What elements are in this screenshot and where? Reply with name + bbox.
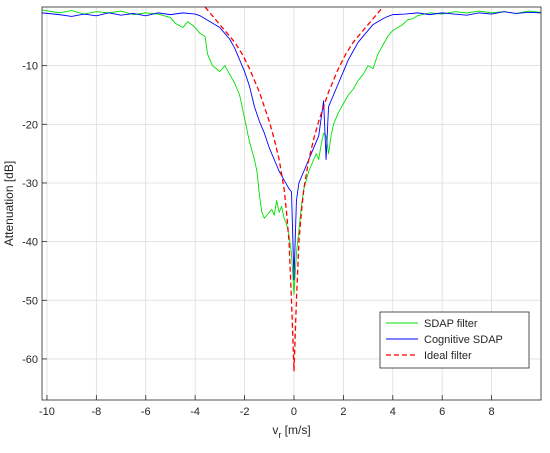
x-tick-label: -6 — [141, 406, 151, 418]
y-axis: -10 -20 -30 -40 -50 -60 — [22, 61, 47, 366]
y-tick-label: -20 — [22, 119, 38, 131]
y-axis-label: Attenuation [dB] — [2, 161, 16, 246]
y-tick-label: -60 — [22, 354, 38, 366]
legend-label: Ideal filter — [424, 350, 472, 362]
legend: SDAP filter Cognitive SDAP Ideal filter — [379, 311, 530, 369]
x-tick-label: 0 — [291, 406, 297, 418]
x-axis-label: vr [m/s] — [272, 423, 310, 440]
x-tick-label: -10 — [39, 406, 55, 418]
series-line-ideal-filter — [204, 7, 384, 372]
x-tick-label: 6 — [439, 406, 445, 418]
legend-box — [379, 311, 530, 369]
x-axis-label-subscript: r — [278, 430, 281, 440]
x-tick-label: -4 — [190, 406, 200, 418]
x-tick-label: 8 — [489, 406, 495, 418]
series-line-cognitive-sdap — [42, 11, 541, 281]
x-axis-label-unit: [m/s] — [281, 423, 310, 437]
y-tick-label: -40 — [22, 237, 38, 249]
y-tick-label: -50 — [22, 295, 38, 307]
y-tick-label: -10 — [22, 61, 38, 73]
x-tick-label: -2 — [240, 406, 250, 418]
plot-border — [41, 6, 542, 401]
x-tick-label: 4 — [390, 406, 396, 418]
x-tick-label: -8 — [91, 406, 101, 418]
y-tick-label: -30 — [22, 178, 38, 190]
legend-label: SDAP filter — [424, 318, 478, 330]
series-line-sdap-filter — [42, 9, 541, 295]
x-axis-label-main: v — [272, 423, 278, 437]
x-tick-label: 2 — [340, 406, 346, 418]
series-group — [42, 7, 541, 372]
x-axis: -10 -8 -6 -4 -2 0 2 4 6 8 — [39, 395, 495, 418]
legend-label: Cognitive SDAP — [424, 334, 503, 346]
